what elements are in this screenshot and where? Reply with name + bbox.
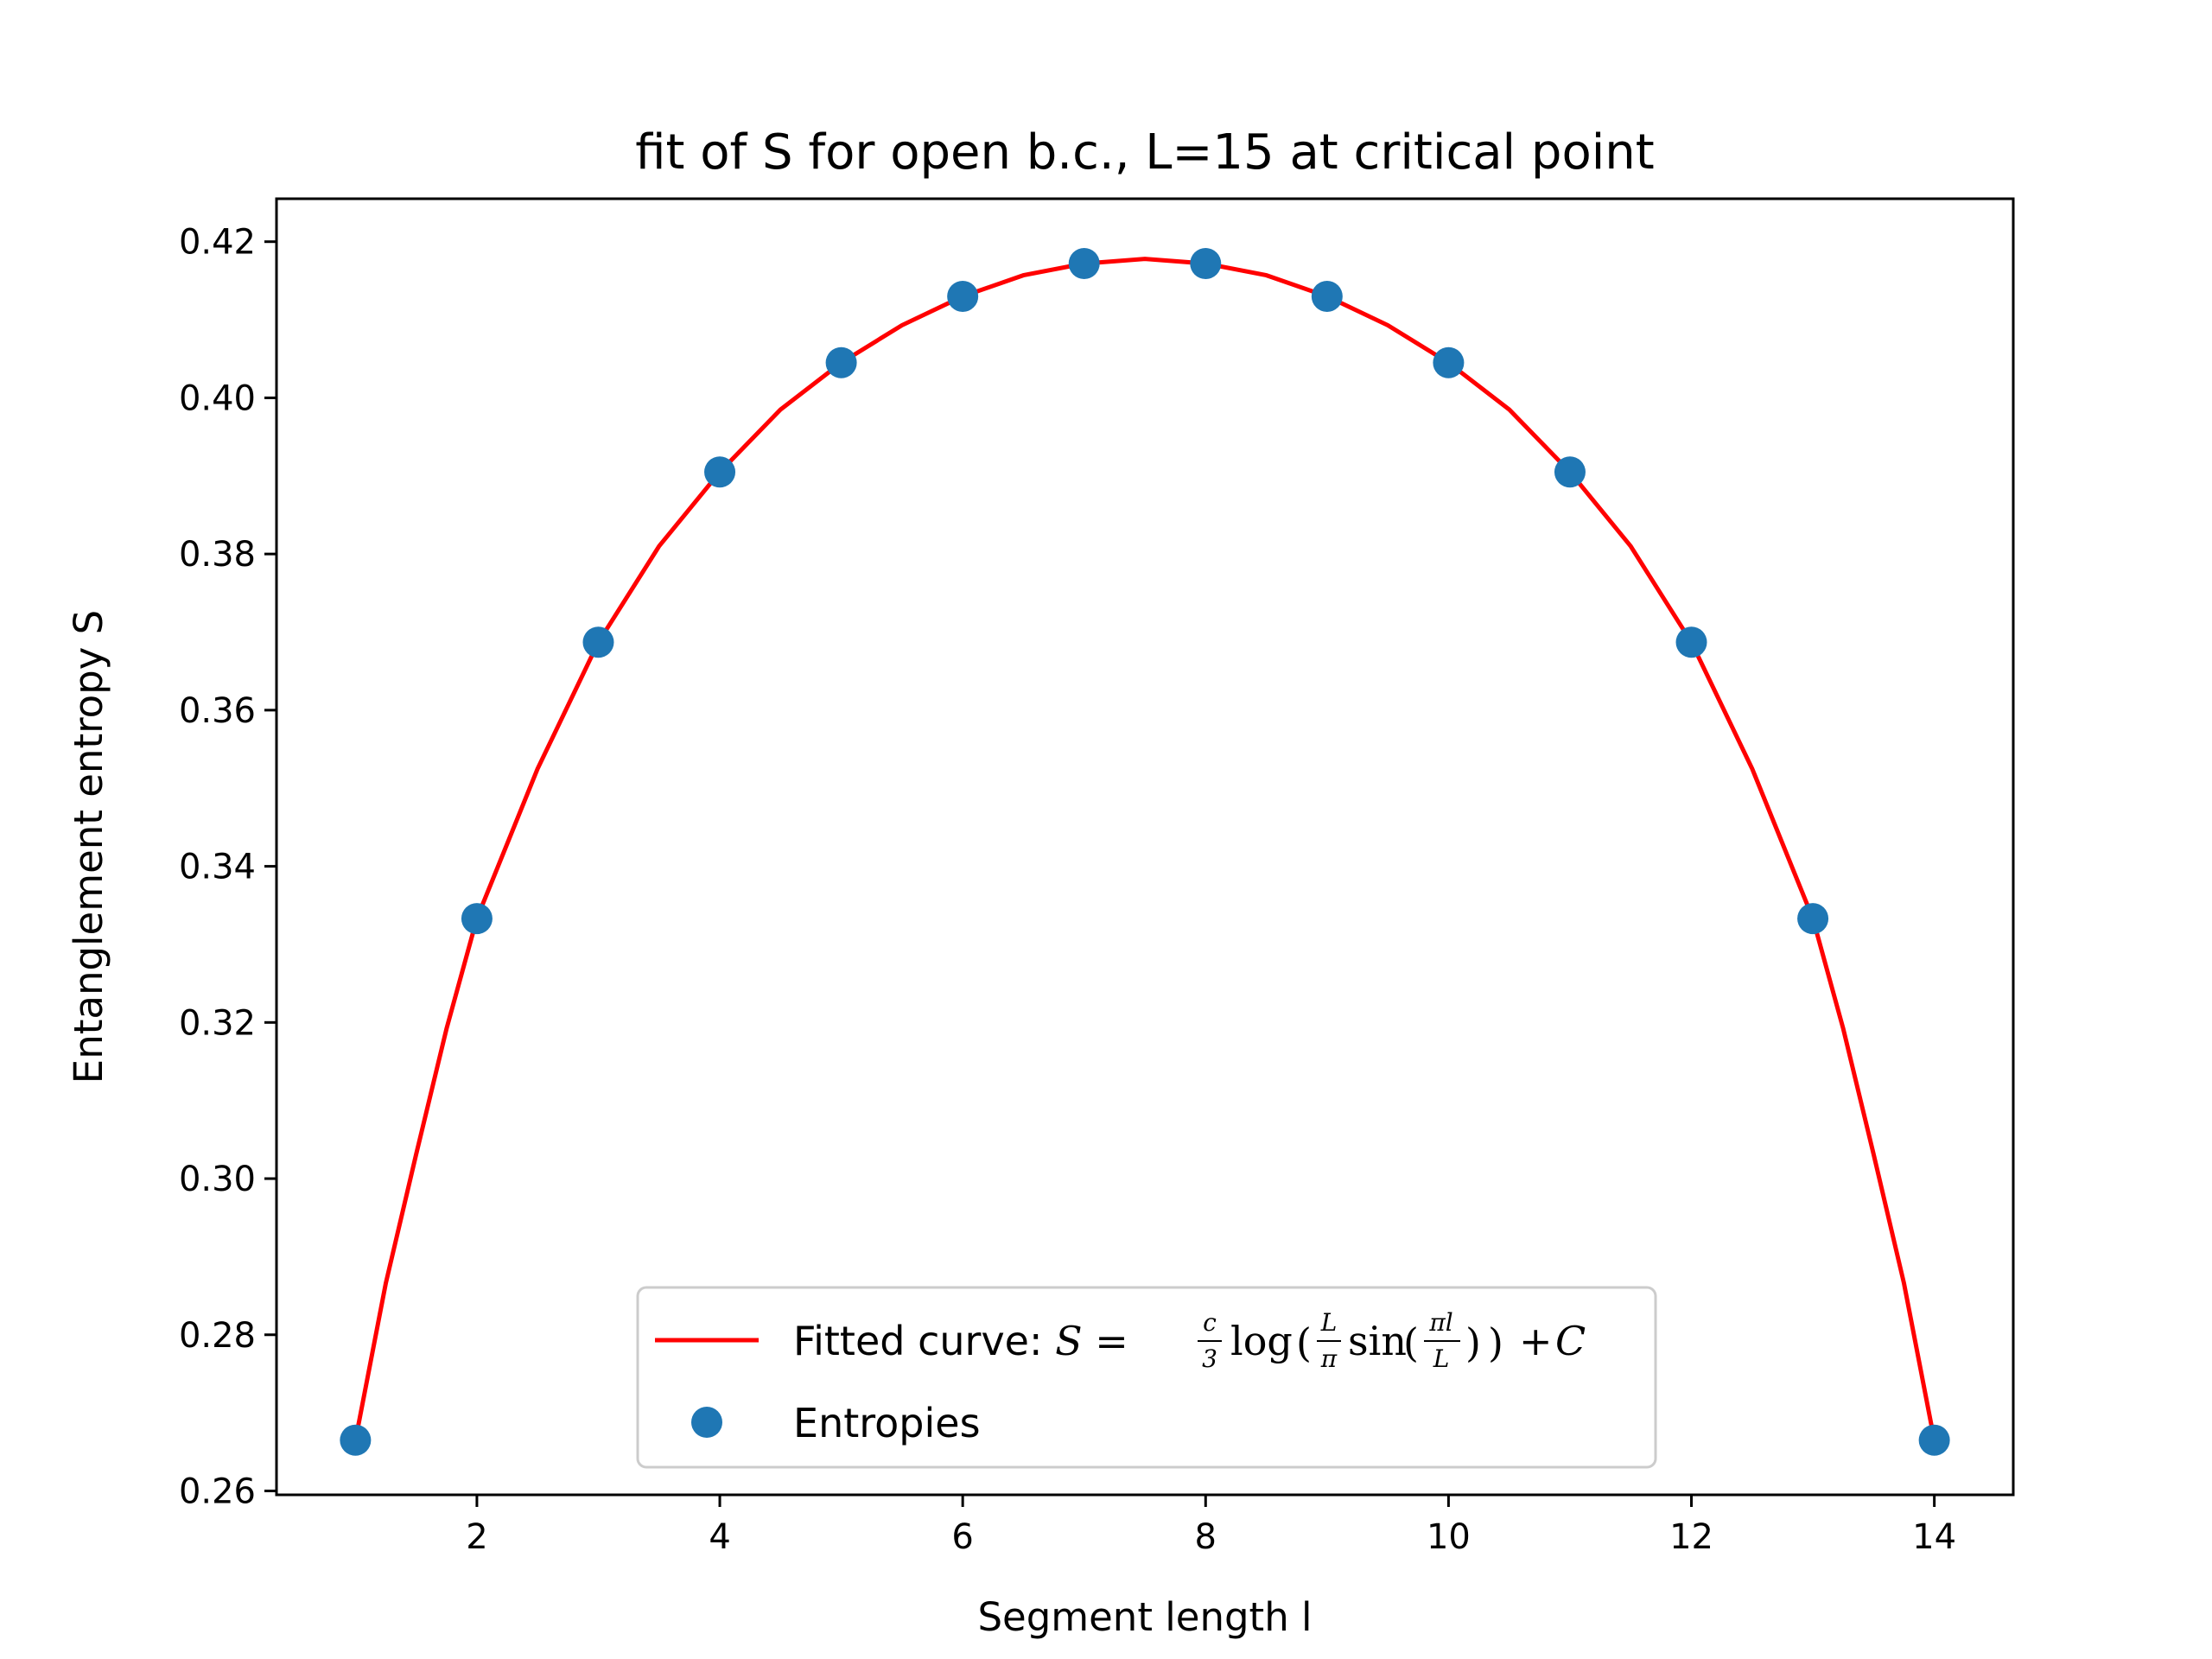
svg-text:log: log	[1230, 1318, 1293, 1364]
legend: Fitted curve: S = c 3 log ( L π sin ( πl…	[636, 1286, 1657, 1469]
svg-text:3: 3	[1202, 1344, 1217, 1373]
x-tick-label: 2	[466, 1517, 487, 1557]
y-tick-label: 0.40	[179, 378, 256, 418]
y-tick-label: 0.32	[179, 1003, 256, 1043]
entropy-point	[582, 626, 614, 658]
entropy-point	[1190, 248, 1222, 279]
entropy-point	[704, 456, 736, 488]
svg-text:L: L	[1320, 1308, 1338, 1337]
x-tick-label: 12	[1669, 1517, 1713, 1557]
entropy-point	[1433, 346, 1465, 378]
entropy-point	[1675, 626, 1707, 658]
svg-text:C: C	[1555, 1318, 1586, 1364]
svg-text:πl: πl	[1428, 1308, 1452, 1337]
entropy-point	[1311, 280, 1343, 312]
svg-text:π: π	[1320, 1344, 1338, 1373]
svg-text:sin: sin	[1348, 1318, 1407, 1364]
svg-text:): )	[1488, 1319, 1503, 1366]
y-tick-label: 0.38	[179, 535, 256, 575]
svg-text:): )	[1465, 1319, 1481, 1366]
plot-frame	[275, 197, 2015, 1497]
fitted-curve-line	[353, 257, 1937, 1441]
y-tick-label: 0.34	[179, 848, 256, 887]
entropy-point	[1068, 248, 1100, 279]
x-tick-label: 8	[1195, 1517, 1217, 1557]
svg-text:c: c	[1203, 1308, 1217, 1337]
legend-box	[636, 1286, 1657, 1469]
svg-text:+: +	[1519, 1318, 1553, 1364]
entropy-point	[340, 1424, 372, 1456]
y-tick-label: 0.30	[179, 1160, 256, 1199]
chart-title: fit of S for open b.c., L=15 at critical…	[635, 124, 1654, 181]
x-tick-label: 6	[951, 1517, 973, 1557]
y-tick-label: 0.42	[179, 223, 256, 263]
x-tick-label: 4	[709, 1517, 730, 1557]
x-tick-label: 10	[1427, 1517, 1471, 1557]
y-tick-label: 0.36	[179, 691, 256, 731]
y-axis-title: Entanglement entropy S	[66, 610, 111, 1084]
legend-fit-formula: c 3 log ( L π sin ( πl L ) ) + C	[1198, 1308, 1586, 1373]
x-axis-ticks: 2 4 6 8 10 12 14	[466, 1495, 1956, 1557]
svg-text:(: (	[1403, 1319, 1419, 1366]
x-tick-label: 14	[1912, 1517, 1956, 1557]
svg-text:L: L	[1433, 1344, 1450, 1373]
plot-area: 2 4 6 8 10 12 14 0.260.280.300.320.340.360.380…	[179, 197, 2015, 1557]
y-tick-label: 0.26	[179, 1471, 256, 1511]
legend-point-swatch	[691, 1407, 722, 1438]
x-axis-title: Segment length l	[977, 1594, 1312, 1640]
entropy-point	[1797, 903, 1829, 935]
entropy-point	[947, 280, 979, 312]
entropy-point	[1918, 1424, 1950, 1456]
entropy-points	[340, 248, 1950, 1456]
legend-points-label: Entropies	[793, 1400, 981, 1446]
y-tick-label: 0.28	[179, 1316, 256, 1356]
entropy-point	[825, 346, 857, 378]
legend-fit-label: Fitted curve: S =	[793, 1318, 1128, 1364]
svg-text:(: (	[1296, 1319, 1312, 1366]
y-axis-ticks: 0.26 0.28 0.30 0.32 0.34 0.36 0.38 0.40 0.42	[179, 223, 276, 1511]
entropy-point	[461, 903, 493, 935]
entropy-point	[1554, 456, 1586, 488]
